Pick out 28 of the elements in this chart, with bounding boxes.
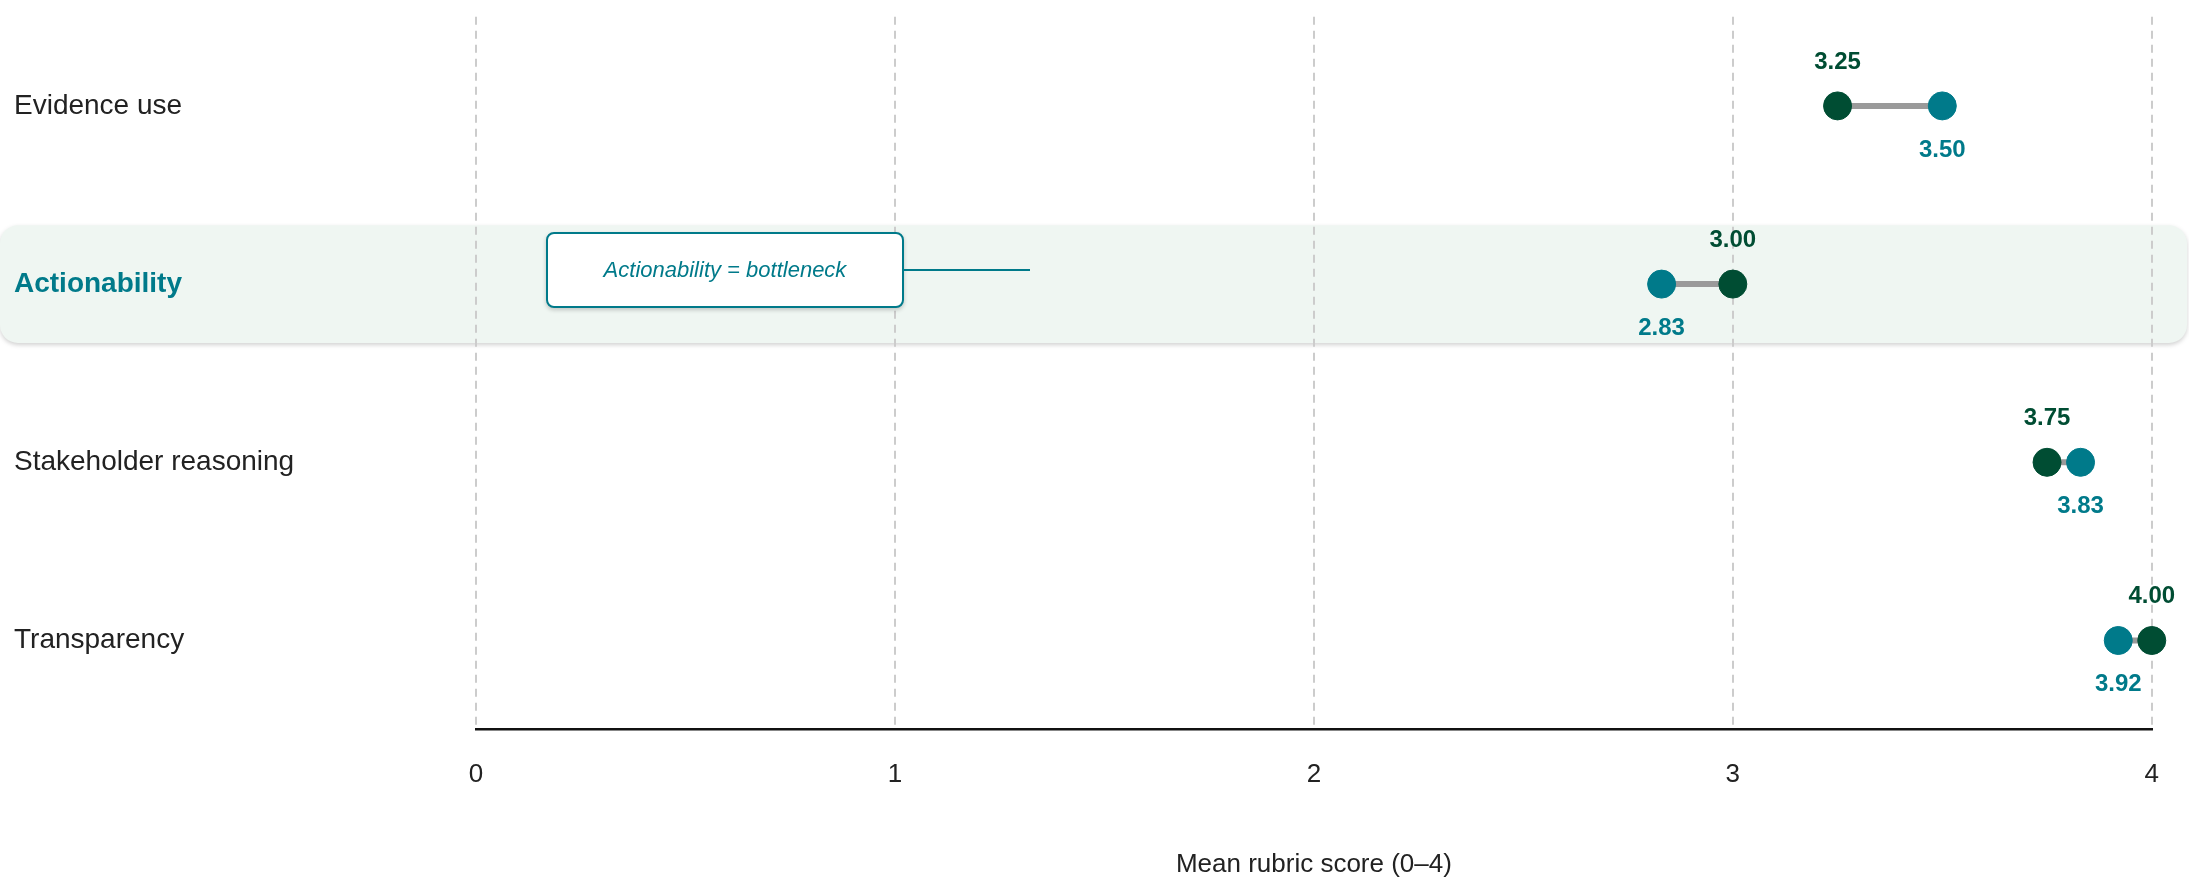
point: [2103, 626, 2133, 655]
data-label: 3.50: [1918, 134, 1966, 162]
data-label: 2.83: [1638, 312, 1685, 340]
annotation: Actionability = bottleneck: [546, 232, 904, 309]
x-tick-label: 2: [1306, 758, 1322, 789]
y-tick-label: Actionability: [14, 266, 183, 298]
y-tick-label: Evidence use: [14, 88, 183, 120]
point: [1823, 91, 1853, 121]
data-label: 4.00: [2128, 581, 2176, 609]
x-tick-label: 1: [887, 758, 903, 789]
point: [1927, 91, 1957, 121]
x-tick-label: 4: [2144, 758, 2159, 789]
data-label: 3.00: [1709, 224, 1757, 252]
point: [2137, 626, 2167, 655]
data-label: 3.92: [2094, 669, 2142, 697]
y-tick-label: Transparency: [14, 623, 185, 655]
data-label: 3.83: [2057, 490, 2104, 518]
data-label: 3.75: [2023, 402, 2071, 430]
x-tick-label: 0: [468, 758, 484, 789]
x-tick-label: 3: [1725, 758, 1741, 789]
data-label: 3.25: [1814, 46, 1861, 74]
point: [2066, 447, 2096, 477]
x-axis-title: Mean rubric score (0–4): [1175, 847, 1452, 878]
point: [1647, 269, 1677, 299]
point: [2032, 447, 2062, 477]
callout: Actionability = bottleneck: [546, 232, 1030, 309]
y-tick-label: Stakeholder reasoning: [14, 445, 295, 477]
point: [1718, 269, 1748, 299]
